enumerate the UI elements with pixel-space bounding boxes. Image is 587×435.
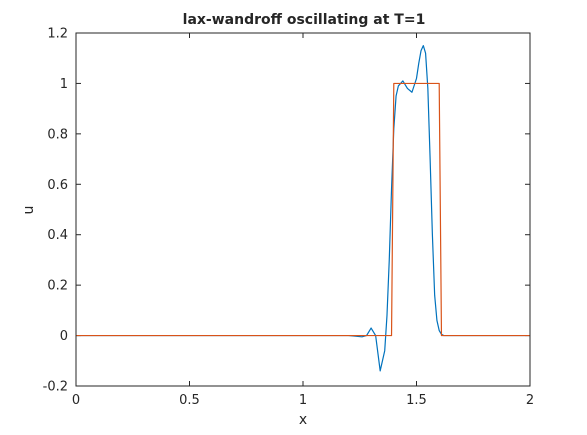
axes-frame	[75, 32, 531, 387]
y-axis-label: u	[21, 206, 37, 215]
y-tick-label: 1.2	[47, 27, 68, 42]
y-tick-label: 0.2	[47, 279, 68, 294]
x-tick-label: 1	[299, 393, 307, 408]
x-tick-label: 1.5	[406, 393, 427, 408]
x-tick-label: 0.5	[179, 393, 200, 408]
x-axis-label: x	[299, 412, 307, 428]
x-tick-label: 2	[526, 393, 534, 408]
x-tick-label: 0	[72, 393, 80, 408]
y-tick-label: 0.8	[47, 127, 68, 142]
chart-title: lax-wandroff oscillating at T=1	[183, 12, 426, 28]
axis-ticks: 0 0.5 1 1.5 2 -0.2 0 0.2 0.4 0.6 0.8 1 1.2	[43, 27, 535, 409]
y-tick-label: 0.4	[47, 228, 68, 243]
y-tick-label: 1	[60, 77, 68, 92]
y-tick-label: 0	[60, 329, 68, 344]
y-tick-label: -0.2	[43, 380, 68, 395]
series-line-2	[76, 82, 530, 337]
series-line-1	[76, 45, 530, 372]
series-layer	[76, 45, 530, 372]
y-tick-label: 0.6	[47, 178, 68, 193]
